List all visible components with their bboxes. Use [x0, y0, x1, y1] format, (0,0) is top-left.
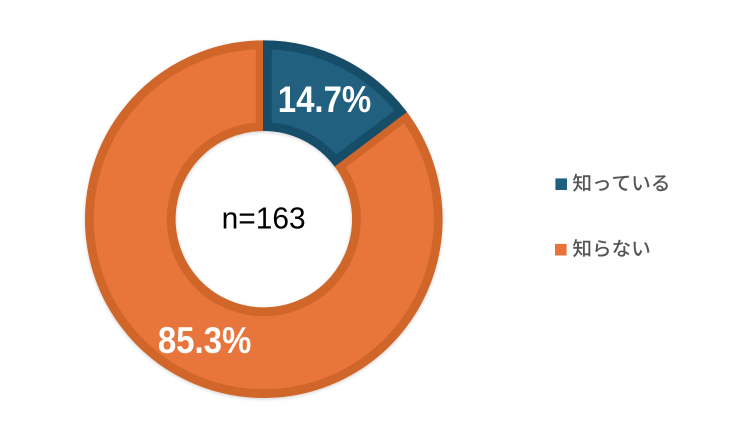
svg-text:n=163: n=163: [222, 201, 306, 236]
svg-text:85.3%: 85.3%: [158, 320, 252, 361]
svg-text:14.7%: 14.7%: [278, 79, 372, 120]
